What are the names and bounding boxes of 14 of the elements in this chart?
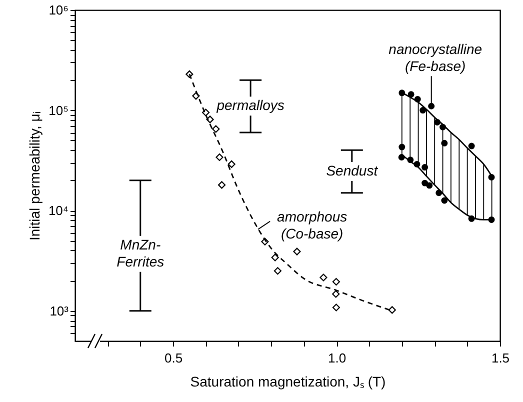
annotation: permalloys	[216, 97, 284, 114]
y-axis-title: Initial permeability, μᵢ	[26, 111, 42, 241]
x-tick-label: 1.0	[328, 350, 346, 366]
x-axis-title: Saturation magnetization, Jₛ (T)	[190, 374, 386, 390]
annotation: Sendust	[326, 162, 379, 179]
y-tick-label: 10³	[50, 303, 70, 318]
x-tick-label: 1.5	[491, 350, 510, 366]
y-tick-label: 10⁵	[48, 102, 68, 118]
annotation: amorphous (Co-base)	[277, 208, 348, 242]
annotation: nanocrystalline (Fe-base)	[388, 41, 482, 74]
annotation: MnZn-Ferrites	[116, 236, 164, 270]
y-tick-label: 10⁴	[48, 203, 68, 218]
x-tick-label: 0.5	[164, 350, 183, 366]
y-tick-label: 10⁶	[48, 2, 68, 18]
